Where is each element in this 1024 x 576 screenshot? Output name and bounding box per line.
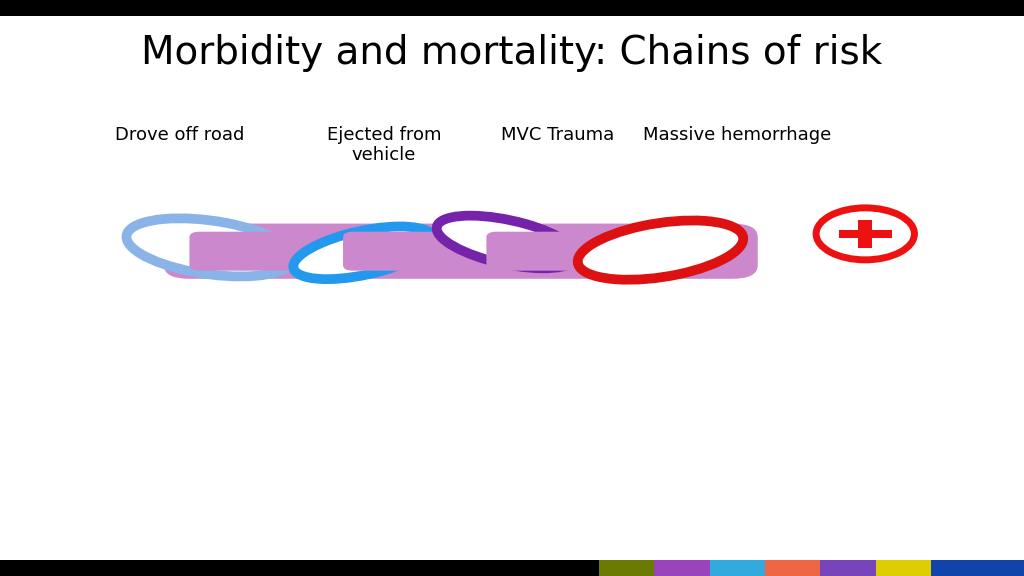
FancyBboxPatch shape bbox=[0, 0, 1024, 16]
FancyBboxPatch shape bbox=[164, 223, 758, 279]
FancyBboxPatch shape bbox=[710, 560, 765, 576]
Circle shape bbox=[813, 206, 918, 262]
FancyBboxPatch shape bbox=[486, 232, 604, 271]
Ellipse shape bbox=[126, 218, 294, 276]
FancyBboxPatch shape bbox=[858, 220, 872, 248]
FancyBboxPatch shape bbox=[931, 560, 1024, 576]
FancyBboxPatch shape bbox=[343, 232, 456, 271]
Circle shape bbox=[816, 208, 914, 260]
Ellipse shape bbox=[293, 226, 434, 279]
FancyBboxPatch shape bbox=[876, 560, 931, 576]
Ellipse shape bbox=[436, 215, 578, 268]
Text: Massive hemorrhage: Massive hemorrhage bbox=[643, 126, 831, 143]
FancyBboxPatch shape bbox=[599, 560, 654, 576]
Text: MVC Trauma: MVC Trauma bbox=[502, 126, 614, 143]
FancyBboxPatch shape bbox=[820, 560, 876, 576]
FancyBboxPatch shape bbox=[654, 560, 710, 576]
FancyBboxPatch shape bbox=[0, 560, 599, 576]
Text: Drove off road: Drove off road bbox=[115, 126, 244, 143]
FancyBboxPatch shape bbox=[189, 232, 307, 271]
FancyBboxPatch shape bbox=[765, 560, 820, 576]
Text: Ejected from
vehicle: Ejected from vehicle bbox=[327, 126, 441, 164]
Ellipse shape bbox=[578, 221, 743, 280]
Text: Morbidity and mortality: Chains of risk: Morbidity and mortality: Chains of risk bbox=[141, 33, 883, 71]
FancyBboxPatch shape bbox=[839, 230, 892, 238]
